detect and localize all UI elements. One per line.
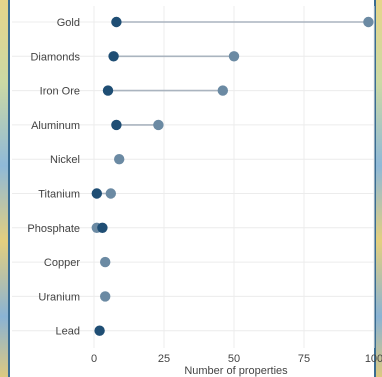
category-label: Gold: [57, 17, 80, 29]
category-label: Copper: [44, 257, 80, 269]
map-background-right: [374, 0, 382, 377]
x-tick-label: 100: [365, 353, 382, 365]
category-label: Titanium: [38, 189, 80, 201]
x-tick-label: 0: [91, 353, 97, 365]
category-label: Nickel: [50, 154, 80, 166]
start-value-dot: [111, 119, 122, 131]
end-value-dot: [228, 51, 240, 62]
x-tick-label: 50: [228, 353, 240, 365]
category-label: Uranium: [38, 291, 80, 303]
category-label: Iron Ore: [40, 86, 80, 98]
category-label: Diamonds: [30, 51, 80, 63]
x-tick-labels: 0 25 50 75 100: [91, 353, 382, 365]
start-value-dot: [91, 188, 103, 199]
end-value-dot: [100, 256, 111, 268]
start-value-dot: [97, 222, 108, 233]
x-axis-title: Number of properties: [184, 365, 288, 377]
category-label: Lead: [56, 326, 80, 338]
end-value-dot: [153, 119, 164, 131]
category-label: Aluminum: [31, 120, 80, 132]
category-labels: Gold Diamonds Iron Ore Aluminum Nickel Titani…: [27, 17, 80, 338]
dot-layer: [91, 16, 374, 336]
start-value-dot: [94, 325, 105, 336]
map-background-left: [0, 0, 10, 377]
end-value-dot: [105, 188, 117, 199]
grid-layer: [12, 6, 375, 348]
x-tick-label: 75: [298, 353, 310, 365]
end-value-dot: [363, 16, 374, 28]
start-value-dot: [108, 51, 119, 62]
end-value-dot: [100, 291, 111, 302]
x-tick-label: 25: [158, 353, 170, 365]
start-value-dot: [102, 85, 114, 96]
start-value-dot: [111, 16, 122, 28]
end-value-dot: [114, 154, 125, 165]
end-value-dot: [217, 85, 228, 96]
category-label: Phosphate: [27, 223, 80, 235]
